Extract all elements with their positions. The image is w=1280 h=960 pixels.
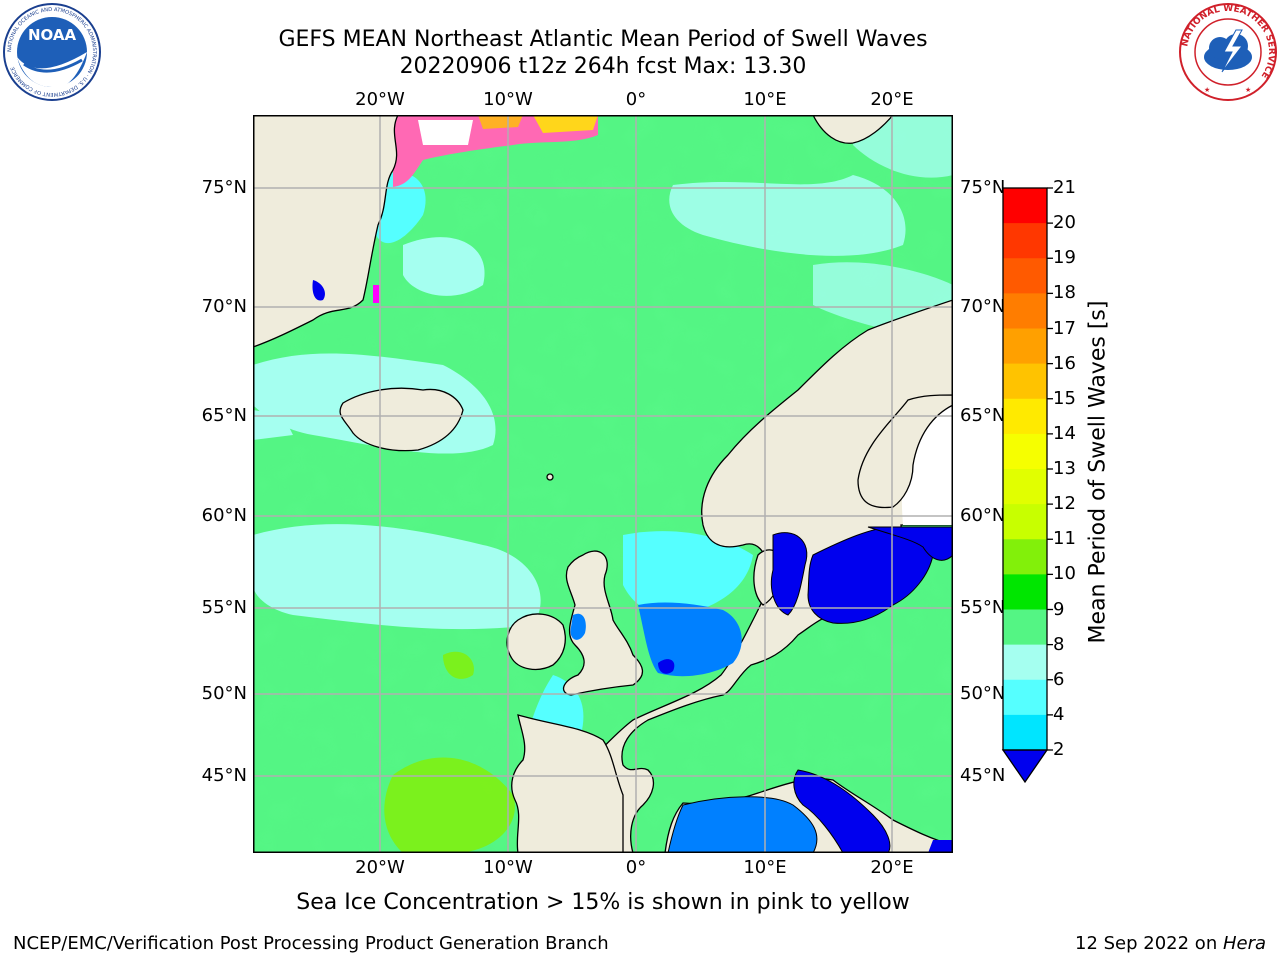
noaa-logo: NOAA NATIONAL OCEANIC AND ATMOSPHERIC AD… bbox=[3, 3, 101, 101]
graticule bbox=[253, 115, 953, 853]
colorbar-label: 20 bbox=[1053, 212, 1076, 234]
map-border bbox=[253, 115, 953, 853]
lat-label-left-45n: 45°N bbox=[201, 765, 247, 786]
lat-label-left-65n: 65°N bbox=[201, 405, 247, 426]
lon-label-bottom-10e: 10°E bbox=[743, 857, 787, 878]
great-britain bbox=[562, 550, 644, 696]
colorbar-bin bbox=[1003, 433, 1047, 470]
colorbar-label: 2 bbox=[1053, 739, 1065, 760]
colorbar bbox=[1001, 187, 1053, 784]
colorbar-label: 13 bbox=[1053, 458, 1076, 479]
lon-label-top-10w: 10°W bbox=[483, 89, 533, 110]
colorbar-label: 11 bbox=[1053, 528, 1076, 550]
colorbar-bin bbox=[1003, 398, 1047, 435]
colorbar-bin bbox=[1003, 644, 1047, 681]
faroe-islands bbox=[546, 473, 554, 481]
lat-label-right-75n: 75°N bbox=[960, 177, 1006, 198]
colorbar-label: 21 bbox=[1053, 177, 1076, 198]
chart-title: GEFS MEAN Northeast Atlantic Mean Period… bbox=[278, 27, 928, 52]
lat-label-left-75n: 75°N bbox=[201, 177, 247, 198]
iceland bbox=[339, 387, 464, 452]
long-period-swell-spot bbox=[443, 651, 474, 679]
swell-period-map bbox=[253, 115, 953, 853]
colorbar-label: 12 bbox=[1053, 493, 1076, 515]
chart-subtitle: 20220906 t12z 264h fcst Max: 13.30 bbox=[399, 54, 807, 79]
colorbar-bin bbox=[1003, 188, 1047, 224]
colorbar-bin bbox=[1003, 223, 1047, 259]
lat-label-left-50n: 50°N bbox=[201, 683, 247, 704]
noaa-logo-text: NOAA bbox=[28, 26, 77, 44]
svalbard bbox=[812, 115, 894, 144]
lat-label-left-55n: 55°N bbox=[201, 597, 247, 618]
lon-label-bottom-10w: 10°W bbox=[483, 857, 533, 878]
lat-label-right-65n: 65°N bbox=[960, 405, 1006, 426]
lat-label-right-45n: 45°N bbox=[960, 765, 1006, 786]
lat-label-right-70n: 70°N bbox=[960, 296, 1006, 317]
colorbar-label: 10 bbox=[1053, 563, 1076, 585]
colorbar-bin bbox=[1003, 609, 1047, 646]
lat-label-right-50n: 50°N bbox=[960, 683, 1006, 704]
colorbar-bin bbox=[1003, 539, 1047, 575]
lat-label-right-55n: 55°N bbox=[960, 597, 1006, 618]
sea-ice bbox=[373, 115, 598, 303]
ireland bbox=[506, 613, 566, 671]
colorbar-label: 14 bbox=[1053, 422, 1076, 444]
colorbar-label: 15 bbox=[1053, 387, 1076, 409]
lon-label-top-20w: 20°W bbox=[355, 89, 405, 110]
colorbar-label: 19 bbox=[1053, 247, 1076, 269]
lat-label-right-60n: 60°N bbox=[960, 505, 1006, 526]
colorbar-label: 16 bbox=[1053, 352, 1076, 374]
colorbar-bin bbox=[1003, 328, 1047, 365]
credit-org: NCEP/EMC/Verification Post Processing Pr… bbox=[13, 933, 609, 954]
colorbar-bin bbox=[1003, 714, 1047, 751]
lon-label-bottom-0: 0° bbox=[625, 857, 647, 878]
colorbar-bin bbox=[1003, 293, 1047, 329]
colorbar-label: 4 bbox=[1053, 703, 1065, 725]
lat-label-left-60n: 60°N bbox=[201, 505, 247, 526]
lon-label-top-0: 0° bbox=[625, 89, 647, 110]
iberia bbox=[511, 714, 624, 853]
colorbar-label: 6 bbox=[1053, 668, 1065, 690]
enclosed-seas bbox=[253, 280, 953, 853]
colorbar-bin bbox=[1003, 504, 1047, 540]
sea-ice-footnote: Sea Ice Concentration > 15% is shown in … bbox=[296, 890, 910, 915]
colorbar-bin bbox=[1003, 679, 1047, 716]
lon-label-top-20e: 20°E bbox=[870, 89, 914, 110]
lon-label-bottom-20e: 20°E bbox=[870, 857, 914, 878]
nws-logo: NATIONAL WEATHER SERVICE ★ ★ bbox=[1179, 3, 1277, 101]
colorbar-bin bbox=[1003, 258, 1047, 294]
svg-text:★: ★ bbox=[1204, 86, 1210, 94]
colorbar-bin bbox=[1003, 363, 1047, 400]
colorbar-label: 8 bbox=[1053, 633, 1065, 655]
svg-text:★: ★ bbox=[1245, 86, 1251, 94]
colorbar-label: 17 bbox=[1053, 317, 1076, 339]
lon-label-bottom-20w: 20°W bbox=[355, 857, 405, 878]
colorbar-bin bbox=[1003, 469, 1047, 505]
credit-date-text: 12 Sep 2022 on bbox=[1075, 933, 1223, 954]
greenland bbox=[253, 115, 399, 348]
colorbar-bin bbox=[1003, 574, 1047, 610]
credit-date: 12 Sep 2022 on Hera bbox=[1075, 933, 1266, 954]
long-period-swell-patch bbox=[384, 757, 515, 853]
lon-label-top-10e: 10°E bbox=[743, 89, 787, 110]
colorbar-extend-arrow bbox=[1001, 749, 1049, 784]
colorbar-label: 18 bbox=[1053, 282, 1076, 304]
lat-label-left-70n: 70°N bbox=[201, 296, 247, 317]
land bbox=[253, 115, 953, 853]
credit-host: Hera bbox=[1222, 933, 1266, 954]
colorbar-title: Mean Period of Swell Waves [s] bbox=[1085, 300, 1111, 644]
colorbar-label: 9 bbox=[1053, 598, 1065, 620]
continental-europe bbox=[582, 299, 953, 853]
map-panel bbox=[253, 115, 953, 853]
